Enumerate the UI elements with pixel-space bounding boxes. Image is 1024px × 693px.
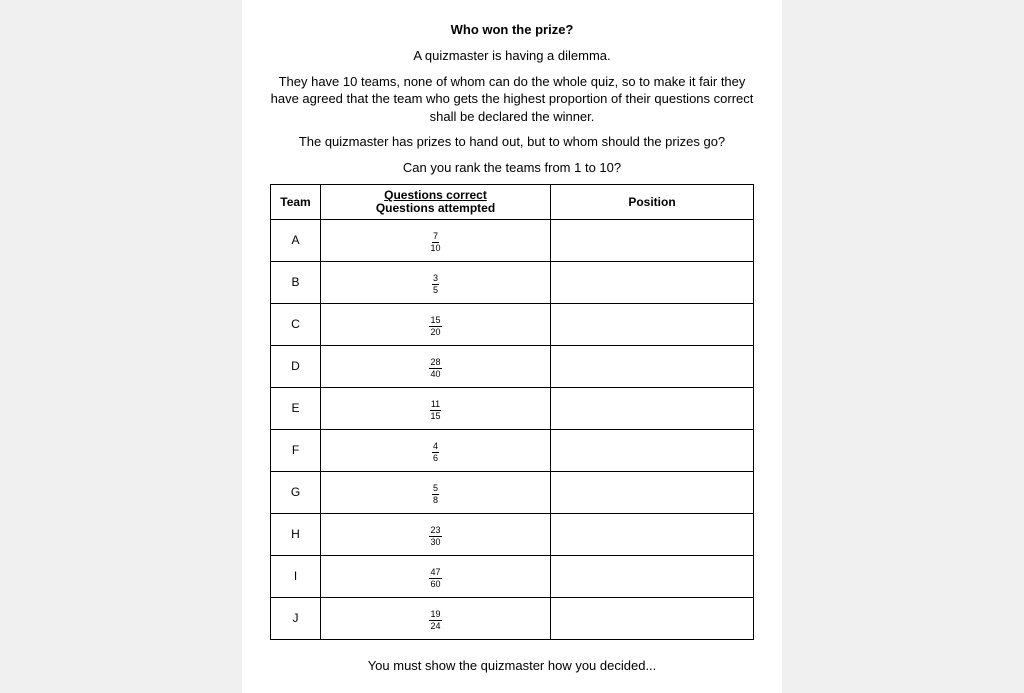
fraction-cell: 2840 <box>321 345 551 387</box>
table-row: I4760 <box>271 555 754 597</box>
col-header-position: Position <box>551 185 754 220</box>
table-row: A710 <box>271 219 754 261</box>
intro-line-4: Can you rank the teams from 1 to 10? <box>270 159 754 177</box>
table-row: G58 <box>271 471 754 513</box>
fraction-denominator: 5 <box>433 285 438 295</box>
position-cell <box>551 387 754 429</box>
team-cell: A <box>271 219 321 261</box>
team-cell: F <box>271 429 321 471</box>
team-cell: I <box>271 555 321 597</box>
footer-text: You must show the quizmaster how you dec… <box>270 658 754 673</box>
table-header-row: Team Questions correct Questions attempt… <box>271 185 754 220</box>
position-cell <box>551 303 754 345</box>
fraction-numerator: 3 <box>432 274 439 285</box>
team-cell: D <box>271 345 321 387</box>
fraction-denominator: 15 <box>430 411 440 421</box>
team-cell: E <box>271 387 321 429</box>
fraction-cell: 46 <box>321 429 551 471</box>
position-cell <box>551 219 754 261</box>
team-cell: C <box>271 303 321 345</box>
fraction-cell: 1520 <box>321 303 551 345</box>
fraction-numerator: 47 <box>429 568 441 579</box>
fraction-numerator: 4 <box>432 442 439 453</box>
fraction-numerator: 5 <box>432 484 439 495</box>
fraction-cell: 1115 <box>321 387 551 429</box>
fraction-cell: 2330 <box>321 513 551 555</box>
position-cell <box>551 471 754 513</box>
position-cell <box>551 261 754 303</box>
fraction-denominator: 40 <box>430 369 440 379</box>
table-row: E1115 <box>271 387 754 429</box>
worksheet-page: Who won the prize? A quizmaster is havin… <box>242 0 782 693</box>
fraction-numerator: 7 <box>432 232 439 243</box>
fraction-cell: 58 <box>321 471 551 513</box>
table-row: D2840 <box>271 345 754 387</box>
fraction-denominator: 60 <box>430 579 440 589</box>
fraction-cell: 710 <box>321 219 551 261</box>
table-row: F46 <box>271 429 754 471</box>
fraction-numerator: 28 <box>429 358 441 369</box>
fraction-numerator: 11 <box>430 400 441 411</box>
team-cell: B <box>271 261 321 303</box>
fraction-denominator: 6 <box>433 453 438 463</box>
team-cell: G <box>271 471 321 513</box>
fraction-denominator: 30 <box>430 537 440 547</box>
table-row: H2330 <box>271 513 754 555</box>
table-row: J1924 <box>271 597 754 639</box>
fraction-cell: 1924 <box>321 597 551 639</box>
col-header-team: Team <box>271 185 321 220</box>
team-cell: H <box>271 513 321 555</box>
intro-line-1: A quizmaster is having a dilemma. <box>270 47 754 65</box>
fraction-denominator: 10 <box>430 243 440 253</box>
team-cell: J <box>271 597 321 639</box>
fraction-numerator: 23 <box>429 526 441 537</box>
col-header-fraction-bottom: Questions attempted <box>376 201 495 215</box>
position-cell <box>551 513 754 555</box>
position-cell <box>551 345 754 387</box>
fraction-denominator: 20 <box>430 327 440 337</box>
fraction-cell: 35 <box>321 261 551 303</box>
fraction-numerator: 19 <box>429 610 441 621</box>
teams-table: Team Questions correct Questions attempt… <box>270 184 754 640</box>
position-cell <box>551 429 754 471</box>
fraction-denominator: 24 <box>430 621 440 631</box>
intro-line-3: The quizmaster has prizes to hand out, b… <box>270 133 754 151</box>
fraction-numerator: 15 <box>429 316 441 327</box>
table-row: B35 <box>271 261 754 303</box>
intro-line-2: They have 10 teams, none of whom can do … <box>270 73 754 126</box>
page-title: Who won the prize? <box>270 22 754 37</box>
fraction-cell: 4760 <box>321 555 551 597</box>
table-row: C1520 <box>271 303 754 345</box>
position-cell <box>551 555 754 597</box>
col-header-fraction: Questions correct Questions attempted <box>321 185 551 220</box>
fraction-denominator: 8 <box>433 495 438 505</box>
position-cell <box>551 597 754 639</box>
